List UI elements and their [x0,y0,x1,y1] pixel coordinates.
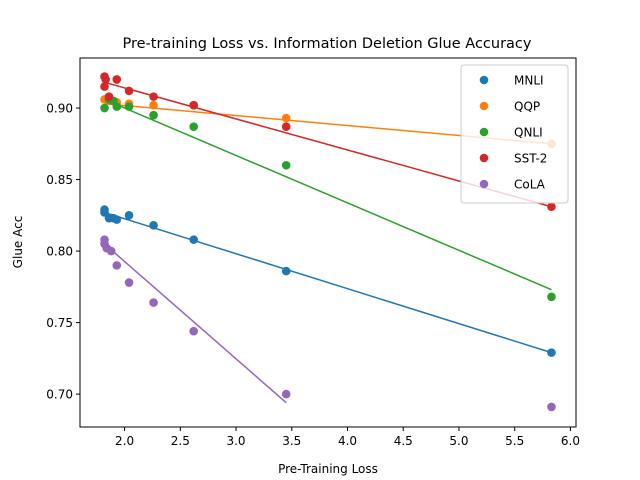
y-axis-ticks: 0.70 0.75 0.80 0.85 0.90 [46,102,80,402]
legend-label-qnli: QNLI [514,126,543,140]
legend-label-sst-2: SST-2 [514,152,547,166]
point-sst-2 [547,202,556,212]
point-cola [112,261,122,270]
legend-marker-mnli [479,75,489,85]
y-tick-label: 0.70 [46,388,73,402]
x-tick-label: 5.0 [449,434,468,448]
point-mnli [124,211,134,220]
x-tick-label: 2.5 [171,434,190,448]
point-qnli [189,122,198,131]
point-sst-2 [104,92,114,101]
x-axis-ticks: 2.0 2.5 3.0 3.5 4.0 4.5 5.0 5.5 6.0 [115,427,580,448]
point-qqp [281,113,291,123]
legend-box [460,64,569,204]
legend-label-cola: CoLA [514,178,546,192]
legend-label-mnli: MNLI [514,74,544,88]
point-mnli [149,221,158,230]
point-sst-2 [189,100,198,110]
point-sst-2 [101,75,110,84]
legend-marker-qqp [479,101,489,111]
legend: MNLI QQP QNLI SST-2 CoLA [460,64,569,204]
point-mnli [547,348,556,357]
legend-marker-qnli [479,127,489,137]
point-qnli [100,103,109,113]
point-qnli [112,102,122,111]
point-cola [106,246,116,256]
x-tick-label: 5.5 [505,434,524,448]
y-tick-label: 0.75 [46,316,73,330]
x-tick-label: 3.5 [282,434,301,448]
point-cola [281,389,291,399]
point-mnli [281,266,291,276]
fit-line-cola [104,243,287,404]
point-cola [124,278,134,287]
point-sst-2 [112,75,122,84]
chart-title: Pre-training Loss vs. Information Deleti… [123,36,532,52]
point-cola [149,298,158,307]
legend-marker-sst-2 [479,153,489,163]
x-tick-label: 4.0 [338,434,357,448]
point-qnli [149,110,158,120]
point-sst-2 [149,92,158,101]
point-qqp [149,100,158,110]
x-axis-label: Pre-Training Loss [278,462,378,476]
x-tick-label: 6.0 [561,434,580,448]
plot-border [79,57,577,428]
fit-lines [104,81,552,404]
legend-label-qqp: QQP [514,100,540,114]
fit-line-qnli [104,98,552,291]
point-qnli [124,102,134,111]
y-tick-label: 0.90 [46,102,73,116]
fit-line-mnli [104,211,552,354]
point-sst-2 [124,86,134,96]
point-sst-2 [100,82,109,91]
point-qnli [547,292,556,302]
point-mnli [112,215,122,224]
point-cola [189,326,198,336]
point-cola [547,402,556,412]
x-tick-label: 3.0 [226,434,245,448]
point-sst-2 [281,122,291,131]
legend-marker-cola [479,179,489,189]
x-tick-label: 4.5 [394,434,413,448]
y-tick-label: 0.80 [46,245,73,259]
point-mnli [189,235,198,244]
y-tick-label: 0.85 [46,173,73,187]
y-axis-label: Glue Acc [11,216,25,269]
x-tick-label: 2.0 [115,434,134,448]
point-qnli [281,160,291,170]
